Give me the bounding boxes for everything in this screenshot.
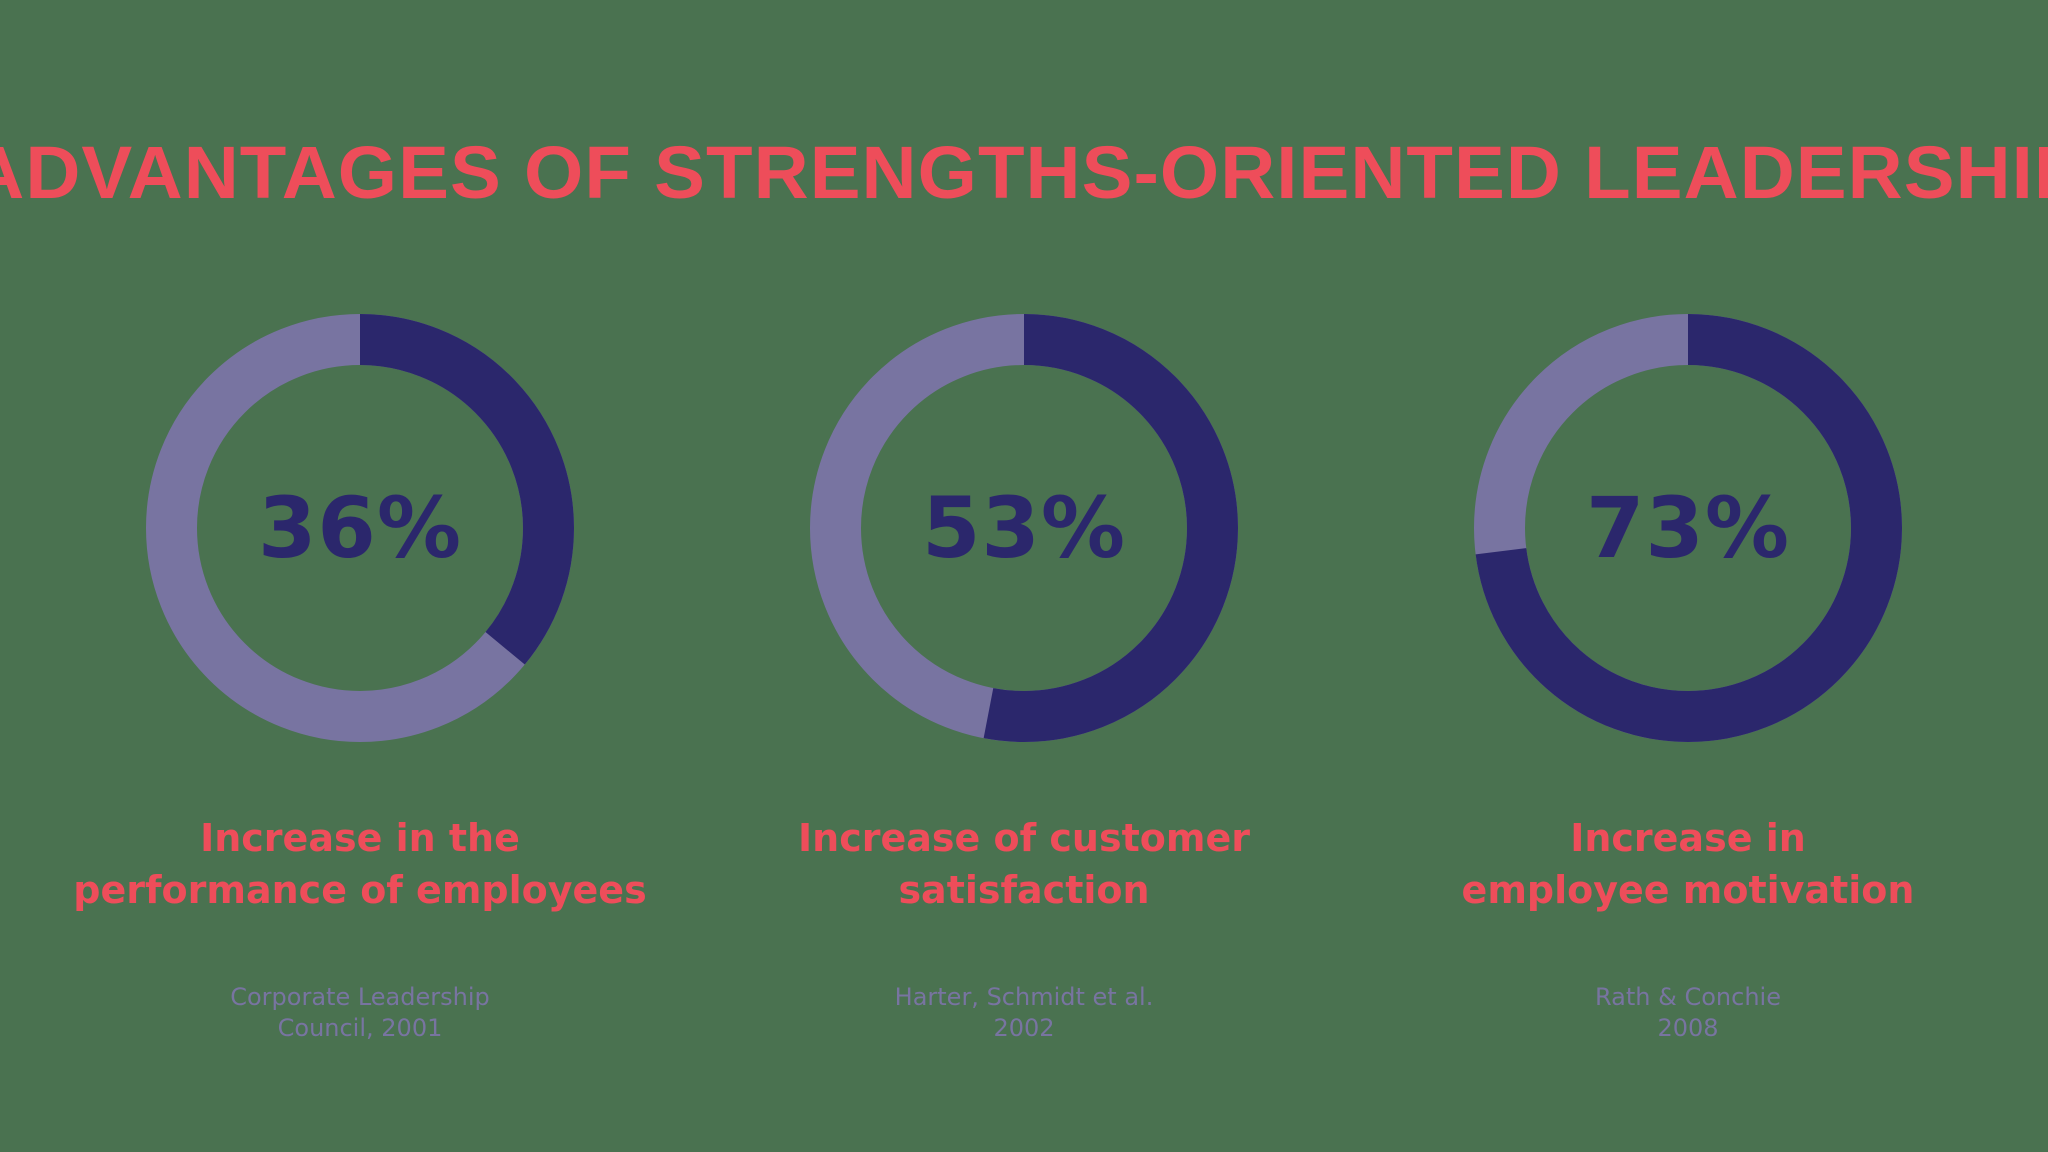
donut-filled-segment [146,314,574,742]
stat-card-employee-motivation: 73% Increase in employee motivation Rath… [1368,312,2008,1092]
stat-source: Rath & Conchie 2008 [1368,982,2008,1044]
stat-label-line: Increase of customer [798,816,1250,860]
percentage-value: 36% [257,479,463,577]
stat-label: Increase in the performance of employees [40,812,680,916]
stat-label-line: employee motivation [1461,868,1915,912]
stat-source-line: 2008 [1657,1014,1719,1042]
donut-chart [808,312,1240,744]
stat-source: Corporate Leadership Council, 2001 [40,982,680,1044]
stat-source-line: 2002 [993,1014,1055,1042]
stat-source-line: Rath & Conchie [1595,983,1781,1011]
stat-source-line: Council, 2001 [277,1014,443,1042]
donut-filled-segment [810,314,1238,742]
stat-label-line: performance of employees [73,868,647,912]
stat-card-performance: 36% Increase in the performance of emplo… [40,312,680,1092]
stat-source-line: Harter, Schmidt et al. [894,983,1154,1011]
stat-source-line: Corporate Leadership [230,983,490,1011]
donut-chart-svg [1474,314,1902,742]
page-title: ADVANTAGES OF STRENGTHS-ORIENTED LEADERS… [0,131,2048,214]
donut-chart-svg [146,314,574,742]
stat-label-line: satisfaction [898,868,1150,912]
stat-source: Harter, Schmidt et al. 2002 [704,982,1344,1044]
percentage-value: 53% [921,479,1127,577]
donut-chart-svg [810,314,1238,742]
stat-label: Increase of customer satisfaction [704,812,1344,916]
donut-chart [144,312,576,744]
stat-label-line: Increase in [1570,816,1806,860]
stat-card-customer-satisfaction: 53% Increase of customer satisfaction Ha… [704,312,1344,1092]
stat-label-line: Increase in the [200,816,520,860]
donut-filled-segment [1474,314,1902,742]
donut-chart [1472,312,1904,744]
stat-label: Increase in employee motivation [1368,812,2008,916]
percentage-value: 73% [1585,479,1791,577]
